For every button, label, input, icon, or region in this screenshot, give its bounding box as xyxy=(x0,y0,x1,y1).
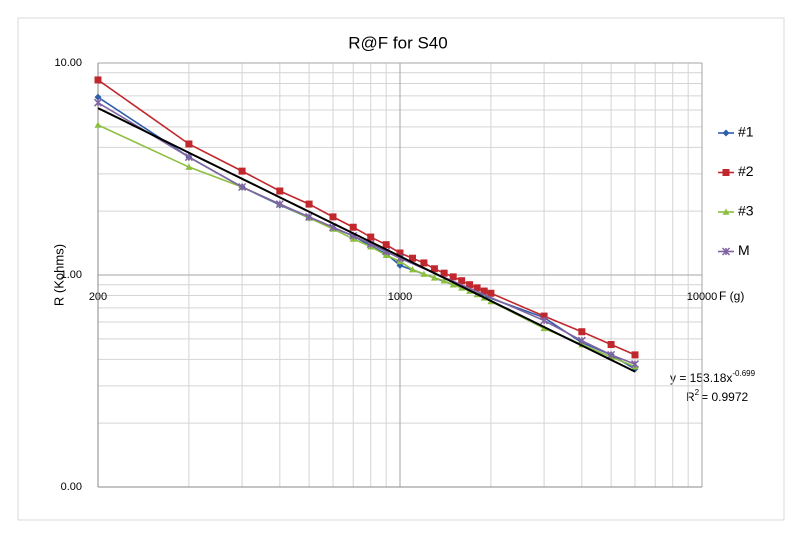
y-tick-label: 10.00 xyxy=(54,57,82,69)
marker xyxy=(276,187,284,195)
marker xyxy=(449,281,457,288)
marker xyxy=(275,200,284,209)
marker xyxy=(305,200,313,208)
marker xyxy=(540,316,549,325)
marker xyxy=(94,93,102,101)
marker xyxy=(94,76,102,84)
marker xyxy=(722,208,730,215)
marker xyxy=(721,247,731,256)
marker xyxy=(607,341,615,349)
marker xyxy=(367,233,375,241)
marker xyxy=(420,270,428,277)
marker xyxy=(409,254,417,262)
marker xyxy=(480,287,488,295)
marker xyxy=(449,273,457,281)
marker xyxy=(185,163,193,170)
chart-title: R@F for S40 xyxy=(348,33,447,52)
marker xyxy=(238,182,247,192)
legend-label: M xyxy=(738,242,750,258)
r-squared-symbol: R xyxy=(686,390,695,404)
marker xyxy=(430,274,438,281)
x-tick-label: 10000 xyxy=(687,291,718,303)
marker xyxy=(420,259,428,267)
trend-r-squared: R2 = 0.9972 xyxy=(686,388,748,404)
r-squared-text: = 0.9972 xyxy=(701,390,748,404)
marker xyxy=(473,284,481,292)
marker xyxy=(93,98,103,107)
marker xyxy=(94,121,102,128)
trend-equation: y = 153.18x-0.699 xyxy=(670,369,756,385)
marker xyxy=(722,129,730,137)
marker xyxy=(329,213,337,221)
marker xyxy=(382,241,390,249)
marker xyxy=(440,269,448,277)
trend-equation-main: y = 153.18x xyxy=(670,371,732,385)
marker xyxy=(396,249,404,257)
marker xyxy=(487,289,495,297)
marker xyxy=(578,328,586,336)
marker xyxy=(458,277,466,285)
marker xyxy=(540,312,548,320)
marker xyxy=(631,351,639,359)
series-line xyxy=(97,101,636,365)
x-axis-label: F (g) xyxy=(719,289,744,303)
marker xyxy=(305,212,314,221)
marker xyxy=(440,277,448,284)
grid xyxy=(97,62,703,488)
marker xyxy=(238,167,246,175)
marker xyxy=(607,350,616,359)
y-tick-label: 0.00 xyxy=(61,481,82,493)
marker xyxy=(185,140,193,148)
marker xyxy=(409,266,417,273)
chart-border xyxy=(17,17,785,521)
trend-equation-exponent: -0.699 xyxy=(732,369,755,378)
marker xyxy=(430,265,438,273)
series-1 xyxy=(94,76,639,359)
marker xyxy=(722,169,730,176)
legend-label: #2 xyxy=(738,163,754,179)
r-squared-power: 2 xyxy=(695,388,700,397)
marker xyxy=(577,336,586,345)
legend-label: #1 xyxy=(738,124,754,140)
trendline xyxy=(97,107,636,373)
legend-label: #3 xyxy=(738,203,754,219)
y-tick-label: 1.00 xyxy=(61,269,82,281)
y-axis-label: R (Kohms) xyxy=(51,244,66,306)
marker xyxy=(349,223,357,231)
series-3 xyxy=(93,98,640,369)
series-line xyxy=(97,79,636,356)
marker xyxy=(630,360,640,369)
marker xyxy=(466,281,474,289)
x-tick-label: 1000 xyxy=(388,291,412,303)
